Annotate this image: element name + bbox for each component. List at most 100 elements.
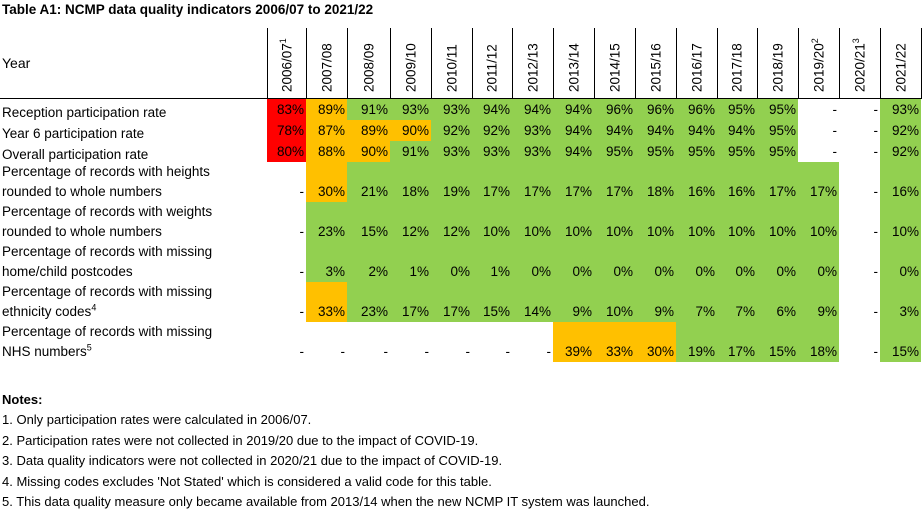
value-cell: 23% xyxy=(347,281,390,322)
year-header-2017-18: 2017/18 xyxy=(716,28,757,99)
value-cell: 94% xyxy=(676,119,717,141)
notes-heading: Notes: xyxy=(2,392,43,407)
row-label-line: Percentage of records with missing xyxy=(2,323,213,339)
row-label-line: Percentage of records with heights xyxy=(2,163,210,179)
year-header-2006-07: 2006/071 xyxy=(266,28,306,99)
value-cell: 1% xyxy=(390,241,431,282)
value-cell: - xyxy=(424,343,430,359)
value-cell: 89% xyxy=(306,98,347,120)
value-cell: 18% xyxy=(635,161,676,202)
value-cell: 95% xyxy=(757,140,798,162)
value-cell: 96% xyxy=(594,98,635,120)
value-cell: 92% xyxy=(472,119,512,141)
value-cell: 0% xyxy=(594,241,635,282)
value-cell: 93% xyxy=(390,98,431,120)
value-cell: 10% xyxy=(594,281,635,322)
value-cell: 80% xyxy=(267,140,306,162)
value-cell: 23% xyxy=(306,201,347,242)
table-row: Percentage of records with heights rounde… xyxy=(0,161,921,202)
value-cell: 10% xyxy=(880,201,921,242)
value-cell: - xyxy=(299,343,305,359)
data-quality-table: Year 2006/071 2007/08 2008/09 2009/10 2010/1… xyxy=(0,28,922,362)
year-label: 2021/22 xyxy=(893,43,908,92)
value-cell: 92% xyxy=(880,140,921,162)
value-cell: 17% xyxy=(594,161,635,202)
value-cell: 33% xyxy=(594,321,635,362)
value-cell: 96% xyxy=(676,98,717,120)
value-cell: - xyxy=(873,263,879,279)
value-cell: - xyxy=(873,303,879,319)
value-cell: 16% xyxy=(717,161,757,202)
value-cell: 94% xyxy=(553,140,594,162)
value-cell: 0% xyxy=(757,241,798,282)
value-cell: 1% xyxy=(472,241,512,282)
value-cell: 90% xyxy=(347,140,390,162)
footnote-marker: 3 xyxy=(850,38,861,44)
row-label: Percentage of records with missing NHS nu… xyxy=(0,322,267,362)
value-cell: 9% xyxy=(635,281,676,322)
note-item: 2. Participation rates were not collecte… xyxy=(2,432,479,448)
row-label-line: home/child postcodes xyxy=(2,263,133,279)
value-cell: 94% xyxy=(472,98,512,120)
value-cell: 0% xyxy=(717,241,757,282)
value-cell: 10% xyxy=(717,201,757,242)
row-label: Overall participation rate xyxy=(0,141,267,162)
value-cell: 17% xyxy=(472,161,512,202)
row-label: Reception participation rate xyxy=(0,99,267,120)
value-cell: 95% xyxy=(757,119,798,141)
value-cell: 93% xyxy=(880,98,921,120)
year-header-2013-14: 2013/14 xyxy=(552,28,594,99)
year-header-2007-08: 2007/08 xyxy=(305,28,347,99)
value-cell: 0% xyxy=(431,241,472,282)
value-cell: 10% xyxy=(594,201,635,242)
year-label: 2015/16 xyxy=(648,43,663,92)
year-header-2021-22: 2021/22 xyxy=(879,28,922,99)
value-cell: - xyxy=(299,223,305,239)
value-cell: 3% xyxy=(880,281,921,322)
value-cell: 92% xyxy=(880,119,921,141)
value-cell: 2% xyxy=(347,241,390,282)
value-cell: 17% xyxy=(512,161,553,202)
table-row: Percentage of records with missing ethnic… xyxy=(0,281,921,322)
value-cell: 94% xyxy=(635,119,676,141)
value-cell: 10% xyxy=(757,201,798,242)
value-cell: 94% xyxy=(717,119,757,141)
value-cell: - xyxy=(299,303,305,319)
value-cell: 10% xyxy=(472,201,512,242)
value-cell: 19% xyxy=(431,161,472,202)
year-header-2018-19: 2018/19 xyxy=(756,28,798,99)
value-cell: 39% xyxy=(553,321,594,362)
value-cell: 16% xyxy=(676,161,717,202)
value-cell: 0% xyxy=(512,241,553,282)
row-label-line: NHS numbers5 xyxy=(2,342,92,359)
value-cell: 89% xyxy=(347,119,390,141)
value-cell: 17% xyxy=(757,161,798,202)
value-cell: 95% xyxy=(757,98,798,120)
value-cell: 17% xyxy=(553,161,594,202)
year-label: 2011/12 xyxy=(484,44,500,92)
value-cell: 17% xyxy=(717,321,757,362)
year-label: 2017/18 xyxy=(729,43,745,92)
notes: Notes: 1. Only participation rates were … xyxy=(2,390,649,512)
note-item: 5. This data quality measure only became… xyxy=(2,494,650,510)
year-label: 2018/19 xyxy=(770,43,785,92)
year-header-2011-12: 2011/12 xyxy=(471,28,512,99)
year-header-2012-13: 2012/13 xyxy=(511,28,553,99)
value-cell: 95% xyxy=(717,140,757,162)
value-cell: 93% xyxy=(472,140,512,162)
table-row: Percentage of records with missing NHS nu… xyxy=(0,321,921,362)
value-cell: - xyxy=(383,343,389,359)
value-cell: 0% xyxy=(676,241,717,282)
value-cell: - xyxy=(299,263,305,279)
value-cell: 17% xyxy=(798,161,839,202)
value-cell: - xyxy=(873,223,879,239)
value-cell: 94% xyxy=(512,98,553,120)
value-cell: 94% xyxy=(594,119,635,141)
footnote-marker: 1 xyxy=(277,38,288,44)
value-cell: 95% xyxy=(717,98,757,120)
row-label-line: Percentage of records with missing xyxy=(2,283,213,299)
value-cell: 19% xyxy=(676,321,717,362)
value-cell: - xyxy=(873,101,879,117)
row-label-line: Year 6 participation rate xyxy=(2,125,145,141)
value-cell: 9% xyxy=(798,281,839,322)
